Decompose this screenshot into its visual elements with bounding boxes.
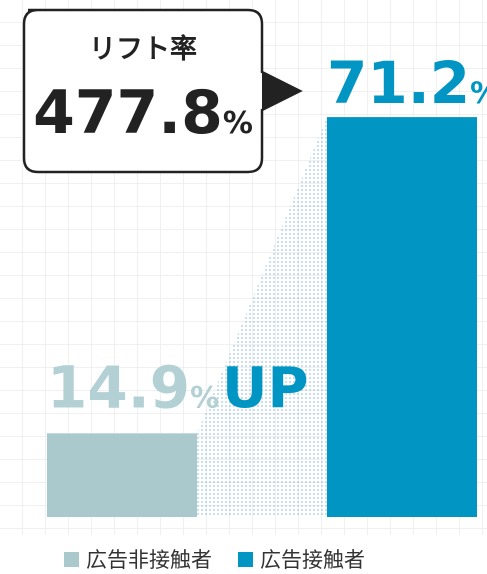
callout-title: リフト率 bbox=[89, 33, 197, 65]
value-label: 71.2% bbox=[327, 49, 487, 117]
bar bbox=[327, 117, 477, 517]
legend-label: 広告接触者 bbox=[260, 548, 365, 572]
bars bbox=[47, 117, 477, 517]
callout-box bbox=[22, 8, 303, 174]
legend-swatch bbox=[64, 552, 79, 567]
legend-swatch bbox=[238, 552, 253, 567]
callout-value: 477.8% bbox=[33, 78, 253, 148]
callout-arrow bbox=[262, 72, 300, 110]
transition-area bbox=[197, 117, 327, 517]
legend-label: 広告非接触者 bbox=[86, 548, 212, 572]
up-label: UP bbox=[222, 356, 309, 421]
bar bbox=[47, 433, 197, 517]
